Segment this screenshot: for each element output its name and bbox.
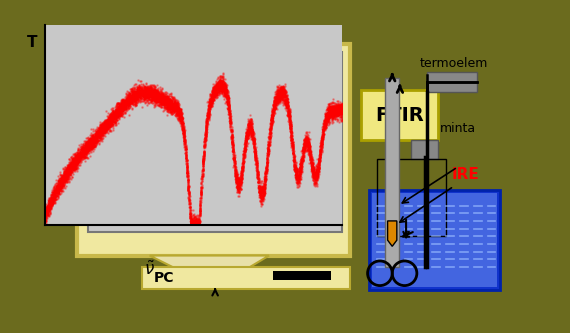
Bar <box>142 267 350 289</box>
Text: termoelem: termoelem <box>420 57 488 70</box>
Bar <box>377 159 446 236</box>
Bar <box>369 190 500 290</box>
Bar <box>273 271 331 280</box>
Bar <box>372 193 497 287</box>
Bar <box>88 52 342 232</box>
Bar <box>385 79 399 267</box>
Text: minta: minta <box>439 122 476 135</box>
Text: $\tilde{\nu}$: $\tilde{\nu}$ <box>144 261 154 279</box>
Bar <box>427 72 477 92</box>
Polygon shape <box>150 255 269 267</box>
Bar <box>412 140 438 159</box>
Bar <box>361 90 438 140</box>
Text: FTIR: FTIR <box>376 106 424 125</box>
Bar <box>76 44 350 255</box>
Text: PC: PC <box>153 271 174 285</box>
Text: T: T <box>27 35 38 50</box>
Polygon shape <box>388 221 397 246</box>
Text: IRE: IRE <box>451 167 479 182</box>
